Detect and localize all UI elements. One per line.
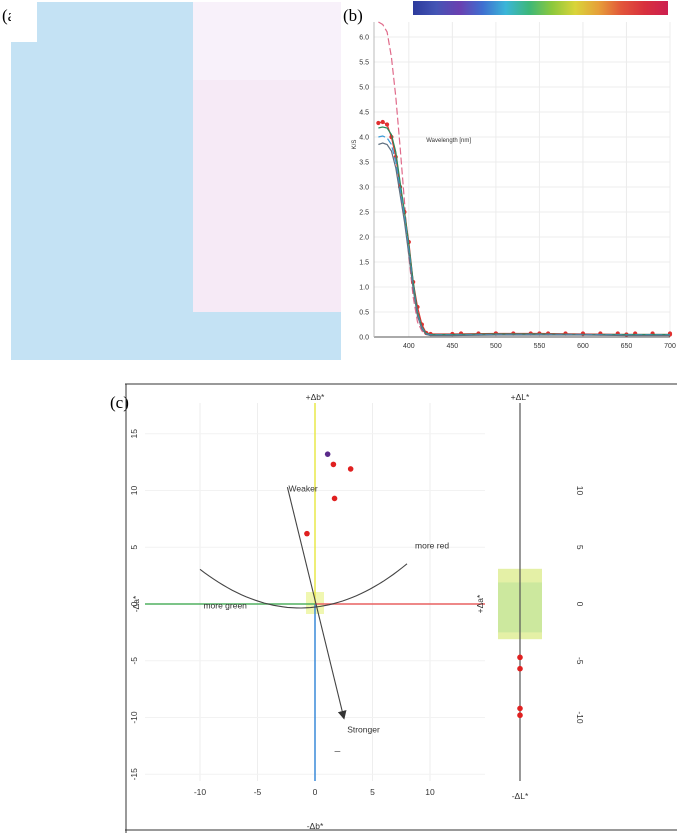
lightness-label-top: +ΔL* — [511, 392, 530, 402]
y-tick-label: 2.0 — [359, 235, 369, 242]
x-tick-label: 500 — [490, 343, 502, 350]
spectrum-bar — [413, 1, 668, 15]
y-tick-label: 3.5 — [359, 160, 369, 167]
series-point — [380, 119, 385, 125]
y-tick-label: 5 — [129, 545, 139, 550]
x-tick-label: 5 — [370, 787, 375, 797]
annotation-more-red: more red — [415, 540, 449, 550]
y-tick-label: 6.0 — [359, 35, 369, 42]
y-tick-label: 2.5 — [359, 210, 369, 217]
y-tick-label: 0.0 — [359, 335, 369, 342]
data-point — [304, 530, 310, 537]
series-point — [384, 122, 390, 127]
y-tick-label: 3.0 — [359, 185, 369, 192]
y-tick-label: 10 — [129, 486, 139, 496]
y-tick-label: 4.5 — [359, 110, 369, 117]
swatch-cutout — [11, 2, 37, 42]
panel-label-c: (c) — [110, 393, 129, 412]
swatch-right-mid — [193, 80, 341, 312]
x-tick-label: 10 — [425, 787, 435, 797]
axis-label-bottom: -Δb* — [307, 821, 324, 831]
x-tick-label: 450 — [447, 343, 459, 350]
x-tick-label: -10 — [194, 787, 207, 797]
lightness-label-bottom: -ΔL* — [512, 791, 529, 801]
annotation-stronger: Stronger — [347, 724, 380, 734]
data-point — [347, 466, 354, 472]
x-tick-label: 700 — [664, 343, 676, 350]
lightness-point — [517, 654, 523, 661]
y-tick-label: 15 — [129, 429, 139, 439]
swatch-left — [11, 2, 193, 360]
y-tick-label: -5 — [129, 657, 139, 665]
fabric-swatches — [11, 2, 341, 360]
axis-label-top: +Δb* — [306, 392, 325, 402]
swatch-right-bottom — [193, 312, 341, 360]
y-tick-label: -15 — [129, 768, 139, 781]
color-difference-chart: Weaker Stronger more red more green +Δb* -Δb*… — [125, 383, 677, 833]
y-tick-label: 5.5 — [359, 60, 369, 67]
x-tick-label: 600 — [577, 343, 589, 350]
lightness-tick-label: 10 — [575, 486, 585, 496]
lightness-tick-label: -5 — [575, 657, 585, 665]
x-tick-label: -5 — [254, 787, 262, 797]
lightness-label-left: +Δa* — [475, 594, 485, 613]
swatch-right-top — [193, 2, 341, 82]
series-point — [376, 120, 381, 126]
lightness-point — [517, 705, 523, 712]
y-tick-label: 0 — [129, 601, 139, 606]
y-tick-label: 4.0 — [359, 135, 369, 142]
hue-arc — [199, 563, 408, 609]
data-point — [330, 461, 337, 468]
y-tick-label: 5.0 — [359, 85, 369, 92]
data-point — [331, 495, 338, 502]
y-tick-label: 1.0 — [359, 285, 369, 292]
axis-label-left: -Δa* — [131, 595, 141, 612]
lightness-tick-label: 0 — [575, 602, 585, 607]
x-tick-label: 550 — [534, 343, 546, 350]
y-axis-label: K/S — [352, 140, 358, 150]
lightness-point — [517, 665, 523, 672]
x-tick-label: 650 — [621, 343, 633, 350]
y-tick-label: 0.5 — [359, 310, 369, 317]
series-line-5 — [378, 142, 670, 337]
chroma-arrow — [286, 486, 347, 720]
x-tick-label: 400 — [403, 343, 415, 350]
annotation-weaker: Weaker — [289, 484, 318, 494]
y-tick-label: 1.5 — [359, 260, 369, 267]
lightness-tick-label: 5 — [575, 545, 585, 550]
x-axis-label: Wavelength [nm] — [426, 138, 471, 144]
annotation-more-green: more green — [203, 601, 247, 611]
lightness-point — [517, 712, 523, 719]
data-point — [324, 451, 331, 457]
ks-spectrum-chart: 0.0 0.5 1.0 1.5 2.0 2.5 3.0 3.5 4.0 4.5 5.0 5.5 6.0 4… — [352, 1, 676, 350]
x-tick-label: 0 — [313, 787, 318, 797]
y-tick-label: -10 — [129, 711, 139, 724]
panel-label-b: (b) — [343, 6, 363, 25]
lightness-tick-label: -10 — [575, 711, 585, 724]
